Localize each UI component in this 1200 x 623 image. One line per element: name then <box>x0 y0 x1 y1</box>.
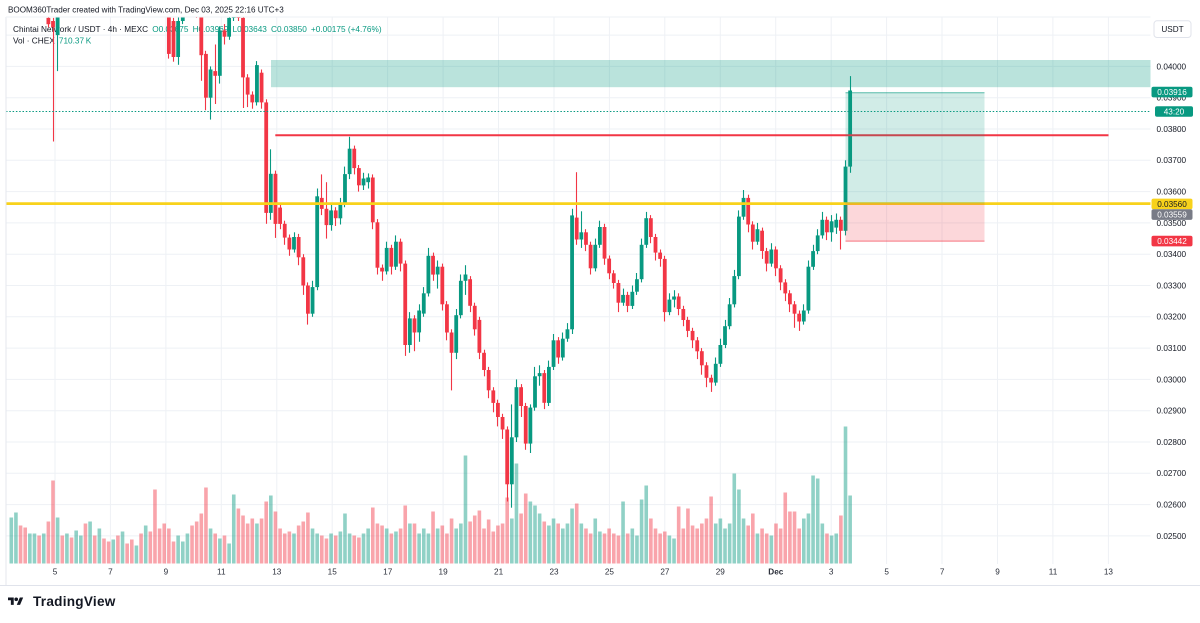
svg-text:0.03200: 0.03200 <box>1157 313 1187 322</box>
svg-text:0.03700: 0.03700 <box>1157 156 1187 165</box>
svg-text:0.03300: 0.03300 <box>1157 281 1187 290</box>
svg-text:0.04000: 0.04000 <box>1157 62 1187 71</box>
svg-text:7: 7 <box>108 568 113 577</box>
svg-text:Dec: Dec <box>768 568 783 577</box>
svg-text:13: 13 <box>272 568 282 577</box>
svg-text:0.03800: 0.03800 <box>1157 125 1187 134</box>
svg-text:0.02800: 0.02800 <box>1157 438 1187 447</box>
svg-text:3: 3 <box>829 568 834 577</box>
svg-text:13: 13 <box>1104 568 1114 577</box>
svg-text:USDT: USDT <box>1161 25 1183 34</box>
svg-text:0.03100: 0.03100 <box>1157 344 1187 353</box>
svg-text:0.03600: 0.03600 <box>1157 188 1187 197</box>
svg-text:15: 15 <box>328 568 338 577</box>
svg-text:25: 25 <box>605 568 615 577</box>
svg-text:11: 11 <box>217 568 226 577</box>
svg-text:5: 5 <box>53 568 58 577</box>
svg-text:0.03500: 0.03500 <box>1157 219 1187 228</box>
svg-text:9: 9 <box>995 568 1000 577</box>
svg-text:0.03560: 0.03560 <box>1157 200 1187 209</box>
svg-text:0.02500: 0.02500 <box>1157 532 1187 541</box>
svg-text:Chintai Network / USDT · 4h ·: Chintai Network / USDT · 4h · MEXC O0.03… <box>13 25 382 34</box>
svg-text:BOOM360Trader created with Tra: BOOM360Trader created with TradingView.c… <box>8 6 284 15</box>
svg-text:43:20: 43:20 <box>1164 107 1185 116</box>
svg-text:23: 23 <box>549 568 559 577</box>
svg-text:TradingView: TradingView <box>33 594 116 609</box>
svg-text:0.03559: 0.03559 <box>1157 211 1187 220</box>
svg-text:11: 11 <box>1049 568 1058 577</box>
svg-text:7: 7 <box>940 568 945 577</box>
svg-text:29: 29 <box>716 568 726 577</box>
svg-text:0.02600: 0.02600 <box>1157 501 1187 510</box>
svg-text:21: 21 <box>494 568 504 577</box>
svg-text:0.02700: 0.02700 <box>1157 469 1187 478</box>
svg-text:0.03400: 0.03400 <box>1157 250 1187 259</box>
svg-text:17: 17 <box>383 568 393 577</box>
svg-text:5: 5 <box>884 568 889 577</box>
svg-text:Vol · CHEX 710.37 K: Vol · CHEX 710.37 K <box>13 36 92 45</box>
svg-text:0.03900: 0.03900 <box>1157 94 1187 103</box>
svg-text:0.03916: 0.03916 <box>1157 88 1187 97</box>
svg-text:27: 27 <box>660 568 670 577</box>
svg-text:19: 19 <box>439 568 449 577</box>
svg-text:9: 9 <box>164 568 169 577</box>
svg-text:0.03000: 0.03000 <box>1157 375 1187 384</box>
svg-text:0.03442: 0.03442 <box>1157 237 1187 246</box>
svg-text:0.02900: 0.02900 <box>1157 407 1187 416</box>
